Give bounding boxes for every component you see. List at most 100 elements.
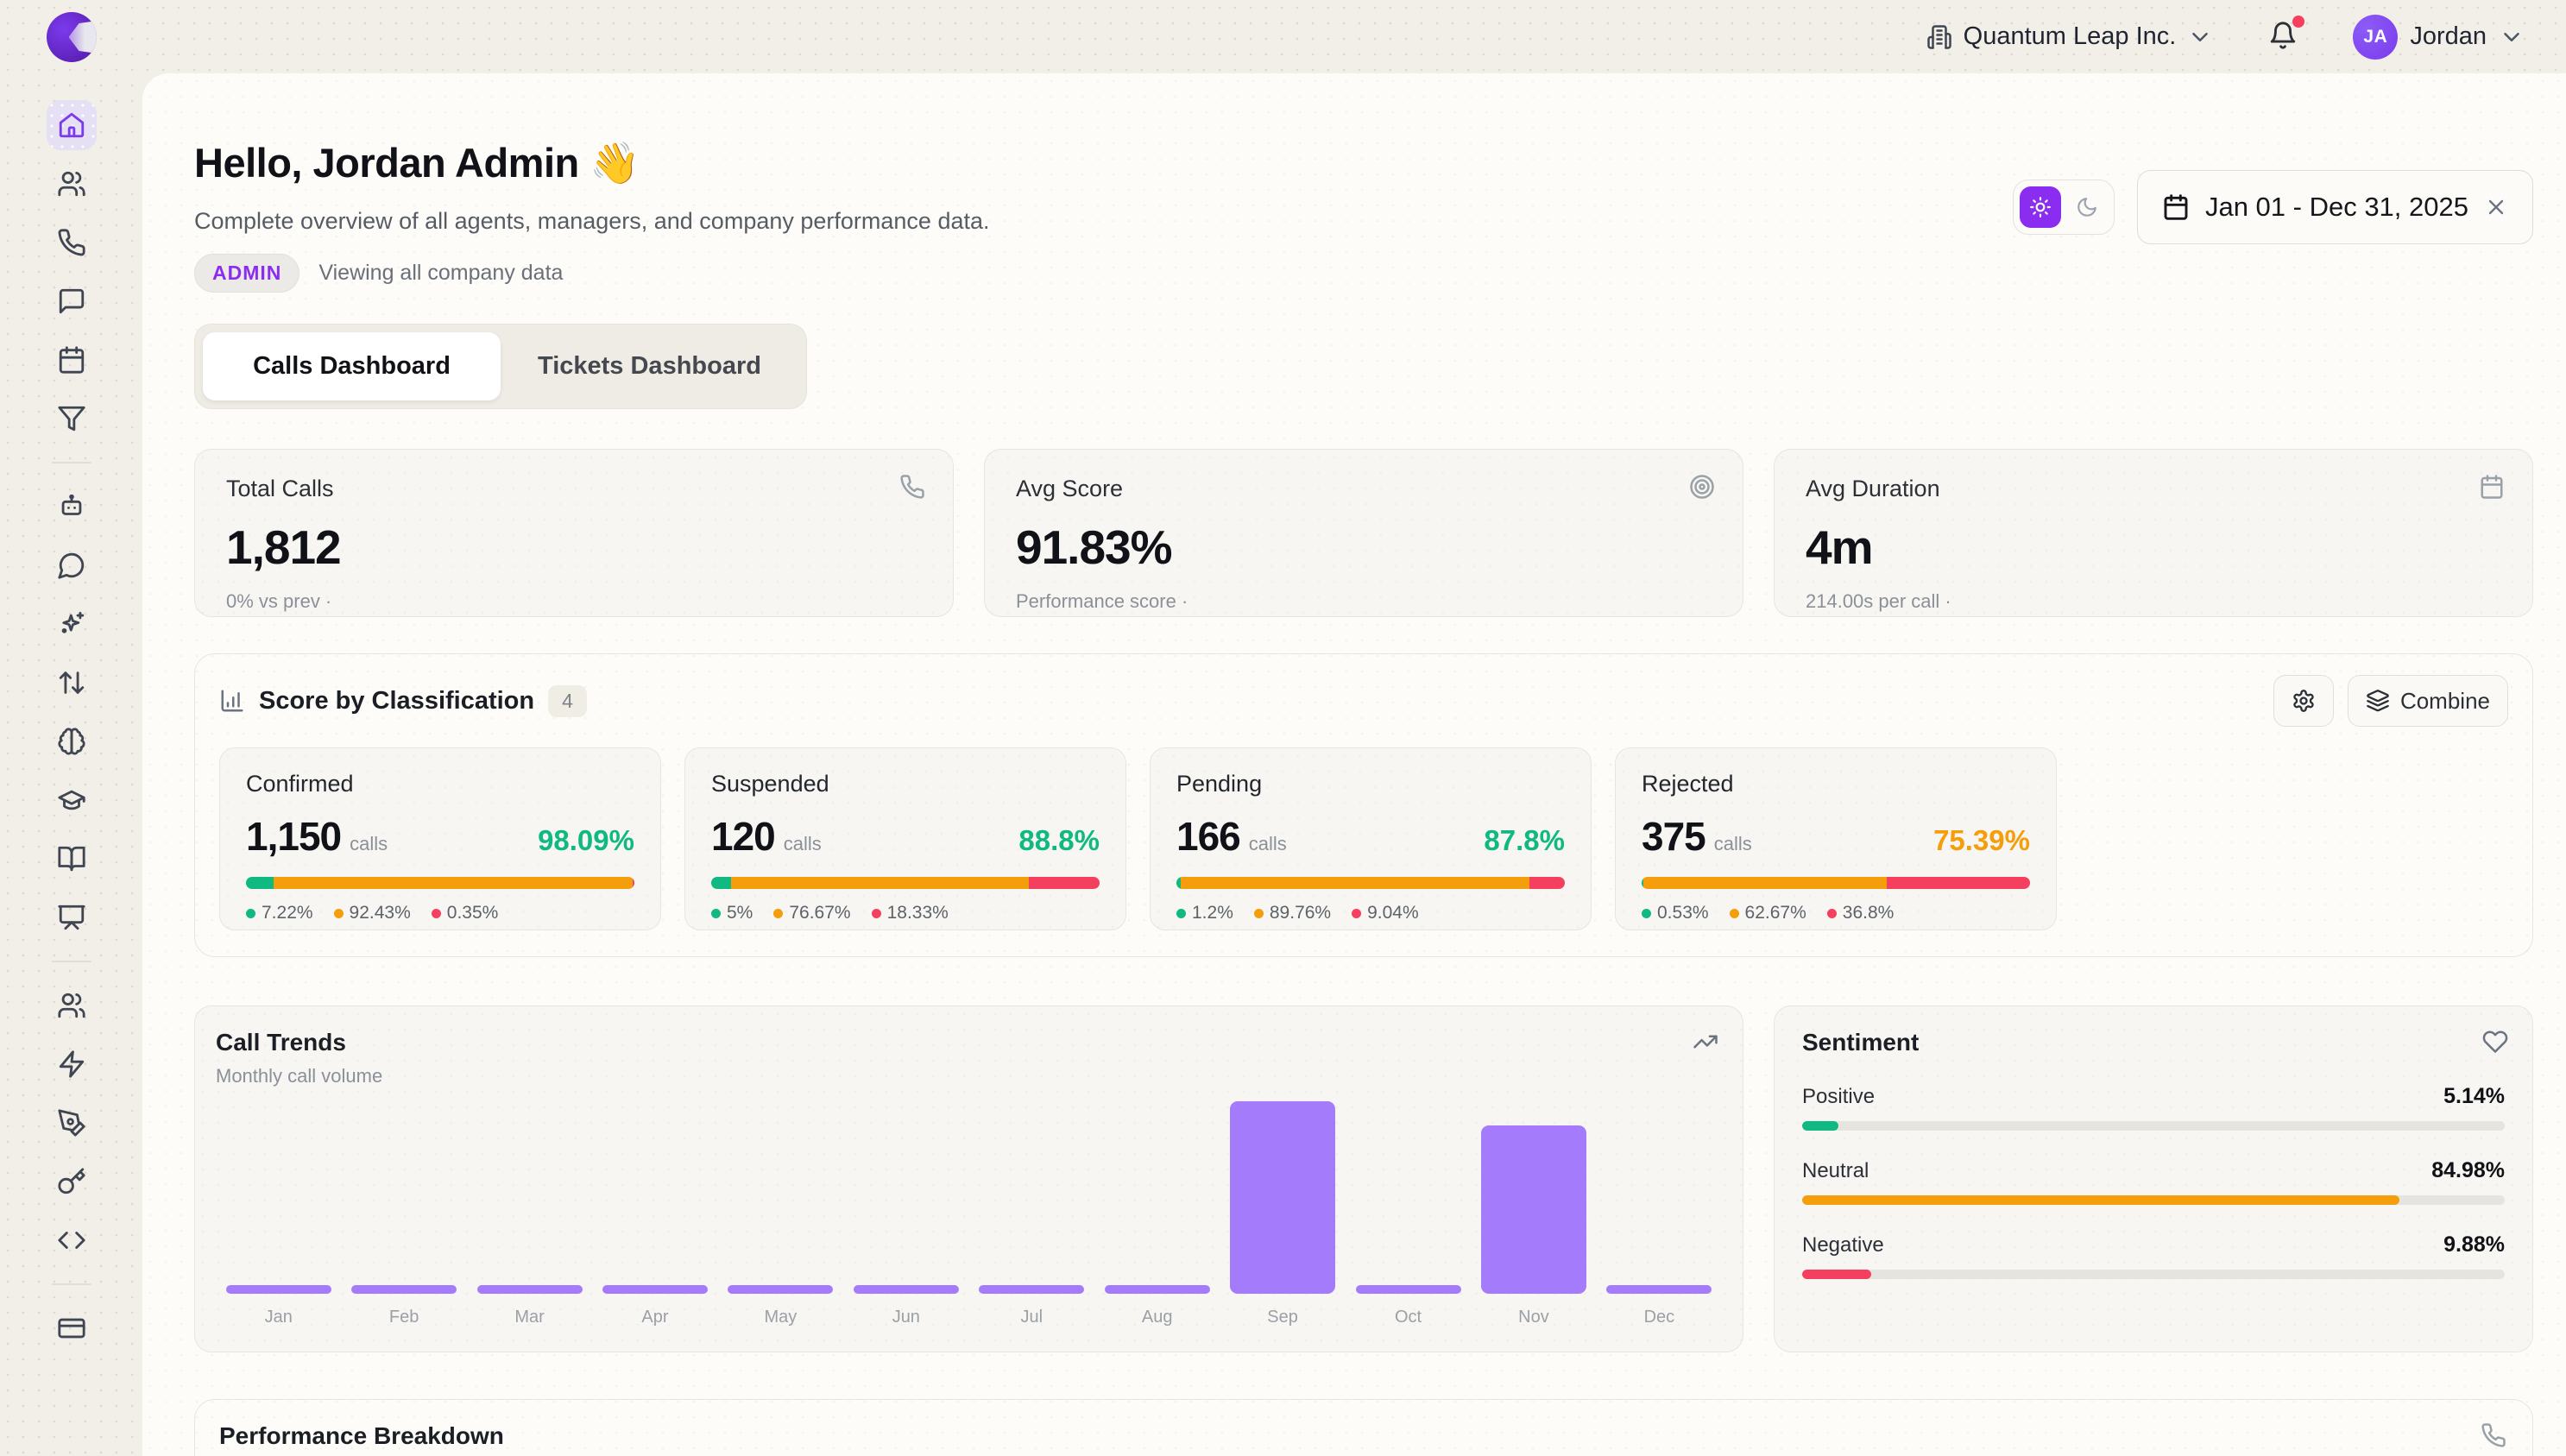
legend-dot-orange xyxy=(1253,908,1264,918)
notifications-button[interactable] xyxy=(2268,16,2305,53)
trend-bar-jan[interactable] xyxy=(225,1285,331,1294)
chevron-down-icon xyxy=(2192,32,2209,41)
sidebar-item-transfers[interactable] xyxy=(47,658,97,708)
trend-bar-jul[interactable] xyxy=(979,1285,1085,1294)
combine-button[interactable]: Combine xyxy=(2347,675,2508,727)
sidebar-item-calls[interactable] xyxy=(47,217,97,268)
sidebar-item-teams[interactable] xyxy=(47,980,97,1031)
sentiment-value: 84.98% xyxy=(2431,1158,2505,1182)
trend-bar-dec[interactable] xyxy=(1606,1285,1712,1294)
legend-item: 18.33% xyxy=(871,903,949,923)
calendar-icon xyxy=(59,346,84,374)
sentiment-fill xyxy=(1802,1270,1872,1279)
classification-card-rejected: Rejected 375 calls 75.39% 0.53% 62.67% 3… xyxy=(1615,747,2057,930)
legend-item: 89.76% xyxy=(1253,903,1331,923)
message-square-icon xyxy=(59,288,84,314)
role-badge: ADMIN xyxy=(194,254,300,293)
month-label: Apr xyxy=(641,1308,669,1327)
trend-bar-jun[interactable] xyxy=(853,1285,959,1294)
sidebar-nav xyxy=(46,100,97,1353)
sidebar-item-home[interactable] xyxy=(46,100,97,150)
sidebar-item-developer[interactable] xyxy=(47,1215,97,1265)
sentiment-label: Negative xyxy=(1802,1233,1884,1257)
sidebar-item-brain[interactable] xyxy=(47,716,97,766)
light-mode-button[interactable] xyxy=(2019,186,2061,228)
legend-dot-red xyxy=(431,908,441,918)
moon-icon xyxy=(2077,198,2096,217)
date-range-picker[interactable]: Jan 01 - Dec 31, 2025 xyxy=(2136,170,2533,244)
sidebar-item-calendar[interactable] xyxy=(47,335,97,385)
classification-calls: 120 xyxy=(711,814,776,859)
chevron-down-icon xyxy=(2504,32,2519,41)
sidebar-item-billing[interactable] xyxy=(47,1303,97,1353)
combine-label: Combine xyxy=(2399,687,2490,714)
trend-slot: Jul xyxy=(969,1101,1094,1327)
sidebar-item-ai-assist[interactable] xyxy=(47,599,97,649)
trend-bar-apr[interactable] xyxy=(602,1285,708,1294)
sidebar-item-messages[interactable] xyxy=(47,276,97,326)
sidebar-item-bot[interactable] xyxy=(47,482,97,532)
phone-icon xyxy=(2481,1423,2506,1447)
trend-slot: Jun xyxy=(843,1101,968,1327)
phone-icon xyxy=(58,229,85,256)
trend-slot: Mar xyxy=(467,1101,592,1327)
trend-bar-aug[interactable] xyxy=(1104,1285,1210,1294)
sidebar-item-knowledge[interactable] xyxy=(47,834,97,884)
stat-title: Avg Score xyxy=(1016,476,1124,501)
trend-bar-nov[interactable] xyxy=(1480,1125,1586,1294)
theme-toggle xyxy=(2012,180,2115,235)
org-switcher[interactable]: Quantum Leap Inc. xyxy=(1926,22,2214,51)
page-title: Hello, Jordan Admin 👋 xyxy=(194,140,640,186)
legend-item: 62.67% xyxy=(1729,903,1806,923)
sidebar-item-filters[interactable] xyxy=(47,394,97,444)
legend-item: 1.2% xyxy=(1176,903,1233,923)
legend-dot-orange xyxy=(1729,908,1739,918)
sidebar-item-access-keys[interactable] xyxy=(47,1157,97,1207)
classification-name: Suspended xyxy=(711,771,829,797)
app-logo[interactable] xyxy=(46,12,97,62)
sidebar-item-automations[interactable] xyxy=(47,1039,97,1089)
sidebar-item-training[interactable] xyxy=(47,775,97,825)
user-menu[interactable]: JA Jordan xyxy=(2353,14,2525,60)
tab-calls-dashboard[interactable]: Calls Dashboard xyxy=(203,332,501,400)
dark-mode-button[interactable] xyxy=(2066,186,2108,228)
sidebar xyxy=(0,0,142,1456)
trend-bar-mar[interactable] xyxy=(476,1285,583,1294)
classification-settings-button[interactable] xyxy=(2273,675,2334,727)
sentiment-row-neutral: Neutral 84.98% xyxy=(1802,1158,2505,1205)
sentiment-value: 5.14% xyxy=(2443,1084,2505,1108)
trend-bar-sep[interactable] xyxy=(1230,1101,1336,1294)
call-trends-bars: Jan Feb Mar Apr May Jun Jul Aug Sep Oct Nov Dec xyxy=(216,1101,1722,1327)
legend-item: 36.8% xyxy=(1826,903,1894,923)
month-label: Jul xyxy=(1020,1308,1043,1327)
sidebar-item-presentation[interactable] xyxy=(47,892,97,942)
month-label: Dec xyxy=(1643,1308,1675,1327)
sidebar-item-users[interactable] xyxy=(47,159,97,209)
classification-score: 87.8% xyxy=(1484,824,1565,856)
users-icon xyxy=(57,171,85,197)
trend-bar-oct[interactable] xyxy=(1355,1285,1461,1294)
users-icon xyxy=(57,993,85,1018)
trend-bar-feb[interactable] xyxy=(351,1285,457,1294)
sidebar-item-chat[interactable] xyxy=(47,540,97,590)
classification-segment-bar xyxy=(711,877,1100,889)
classification-name: Pending xyxy=(1176,771,1263,797)
stats-row: Total Calls 1,812 0% vs prev · Avg Score… xyxy=(194,449,2533,617)
stat-card-total-calls: Total Calls 1,812 0% vs prev · xyxy=(194,449,954,617)
sentiment-fill xyxy=(1802,1195,2399,1205)
legend-dot-red xyxy=(871,908,881,918)
trend-slot: May xyxy=(718,1101,843,1327)
trend-slot: Oct xyxy=(1346,1101,1471,1327)
close-icon[interactable] xyxy=(2484,195,2508,219)
classification-cards: Confirmed 1,150 calls 98.09% 7.22% 92.43… xyxy=(219,747,2508,930)
legend-dot-green xyxy=(246,908,255,918)
sidebar-item-design[interactable] xyxy=(47,1098,97,1148)
legend-item: 0.53% xyxy=(1642,903,1709,923)
stat-value: 1,812 xyxy=(226,520,342,574)
page-header: Hello, Jordan Admin 👋 Complete overview … xyxy=(194,139,990,293)
legend-dot-red xyxy=(1826,908,1837,918)
trend-bar-may[interactable] xyxy=(728,1285,834,1294)
tab-tickets-dashboard[interactable]: Tickets Dashboard xyxy=(538,352,761,380)
section-title: Performance Breakdown xyxy=(219,1422,504,1449)
sidebar-divider xyxy=(51,462,91,463)
